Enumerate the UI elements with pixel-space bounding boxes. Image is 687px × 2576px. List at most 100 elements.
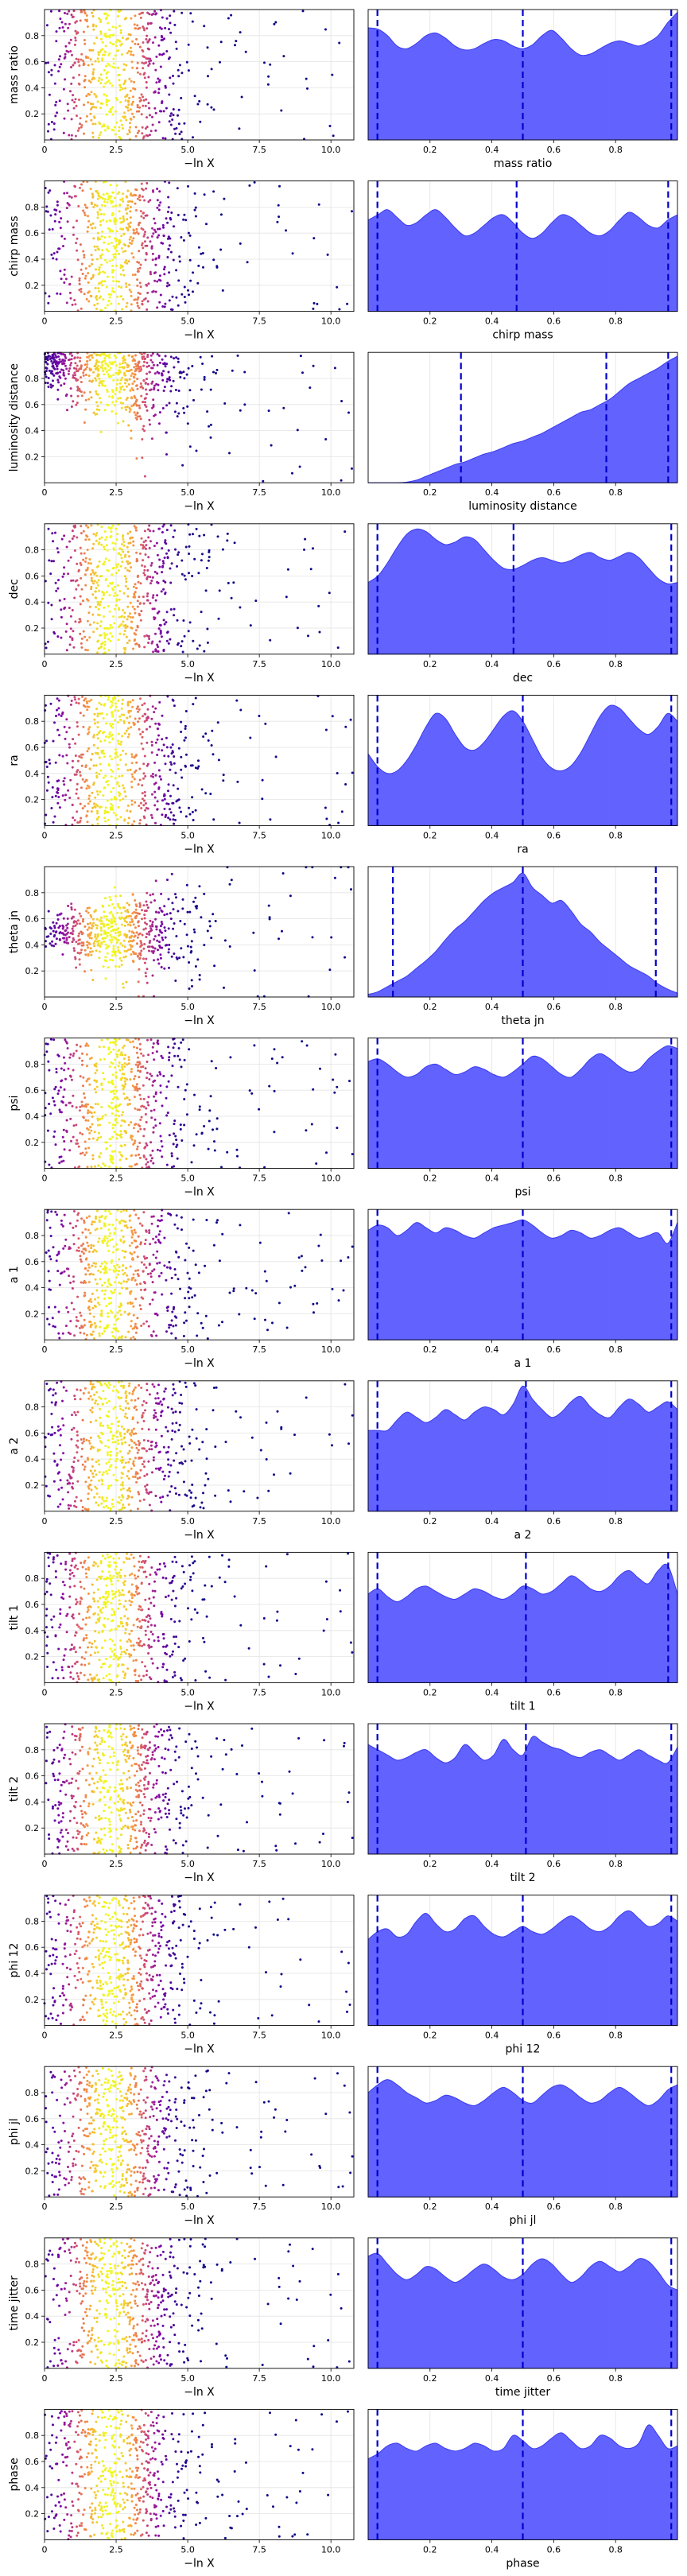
scatter-point [169, 114, 172, 118]
scatter-point [66, 192, 68, 195]
scatter-point [239, 1224, 242, 1227]
scatter-point [140, 610, 143, 612]
scatter-point [47, 301, 50, 305]
scatter-point [86, 1127, 89, 1130]
scatter-point [159, 65, 162, 68]
scatter-point [110, 798, 113, 801]
scatter-point [79, 122, 81, 126]
scatter-point [99, 281, 102, 285]
scatter-point [97, 1136, 100, 1139]
scatter-point [86, 784, 89, 787]
scatter-point [74, 924, 77, 927]
scatter-point [118, 280, 121, 283]
scatter-point [103, 643, 107, 646]
scatter-point [122, 1057, 126, 1061]
scatter-point [169, 355, 173, 359]
scatter-point [142, 25, 145, 29]
scatter-point [212, 258, 215, 262]
scatter-point [142, 928, 146, 931]
scatter-point [138, 727, 141, 731]
scatter-point [129, 530, 132, 533]
scatter-point [111, 581, 114, 584]
scatter-point [128, 96, 131, 99]
scatter-point [142, 541, 146, 544]
scatter-point [99, 82, 103, 85]
scatter-point [82, 371, 85, 374]
scatter-point [80, 183, 83, 186]
scatter-point [169, 237, 172, 240]
scatter-point [92, 734, 95, 737]
scatter-point [134, 209, 138, 211]
scatter-point [60, 615, 63, 619]
scatter-point [223, 986, 225, 989]
scatter-point [87, 1306, 90, 1309]
scatter-point [63, 598, 66, 600]
scatter-point [132, 932, 135, 934]
scatter-point [193, 192, 196, 195]
scatter-point [143, 565, 146, 568]
scatter-point [103, 1240, 106, 1242]
density-x-label: psi [514, 1186, 530, 1199]
scatter-point [312, 301, 316, 305]
scatter-point [60, 1079, 64, 1082]
scatter-point [107, 242, 111, 246]
scatter-point [107, 923, 110, 926]
scatter-point [134, 629, 138, 632]
scatter-point [158, 227, 161, 231]
scatter-point [151, 258, 154, 262]
scatter-point [152, 62, 155, 65]
scatter-point [128, 407, 131, 409]
scatter-point [153, 10, 157, 13]
scatter-point [159, 1149, 161, 1152]
x-tick-label: 0.8 [608, 1174, 623, 1184]
scatter-point [146, 1071, 149, 1074]
scatter-point [70, 1078, 73, 1081]
scatter-point [196, 281, 200, 285]
scatter-point [215, 1117, 219, 1120]
scatter-point [108, 582, 111, 584]
scatter-point [109, 41, 112, 45]
scatter-point [114, 1043, 118, 1046]
scatter-point [79, 1331, 82, 1334]
scatter-point [141, 1104, 144, 1108]
scatter-point [101, 197, 104, 200]
scatter-point [167, 235, 170, 239]
scatter-point [133, 1142, 136, 1145]
scatter-point [134, 1088, 137, 1092]
scatter-point [130, 103, 134, 106]
scatter-point [142, 904, 146, 907]
scatter-point [126, 52, 129, 55]
scatter-point [239, 31, 242, 34]
scatter-point [162, 648, 165, 651]
scatter-point [139, 945, 142, 949]
scatter-point [55, 1259, 58, 1263]
scatter-point [166, 1111, 169, 1115]
scatter-point [103, 640, 107, 643]
scatter-point [140, 742, 143, 745]
scatter-point [118, 799, 122, 802]
scatter-point [87, 1103, 89, 1106]
scatter-point [85, 1042, 88, 1046]
scatter-point [70, 908, 73, 911]
scatter-point [103, 409, 107, 412]
scatter-point [143, 917, 146, 920]
scatter-point [84, 648, 87, 651]
scatter-point [48, 369, 51, 372]
scatter-point [305, 1044, 309, 1047]
scatter-point [50, 618, 53, 621]
scatter-point [87, 355, 90, 359]
scatter-point [141, 704, 144, 707]
scatter-point [107, 404, 110, 407]
scatter-point [128, 1103, 131, 1105]
scatter-point [108, 196, 111, 200]
scatter-point [92, 28, 95, 31]
scatter-point [105, 220, 108, 223]
scatter-point [117, 74, 119, 77]
scatter-point [142, 1135, 146, 1138]
scatter-point [95, 924, 99, 927]
scatter-point [113, 585, 116, 588]
scatter-point [53, 925, 56, 928]
scatter-point [108, 235, 111, 239]
scatter-point [116, 782, 119, 786]
